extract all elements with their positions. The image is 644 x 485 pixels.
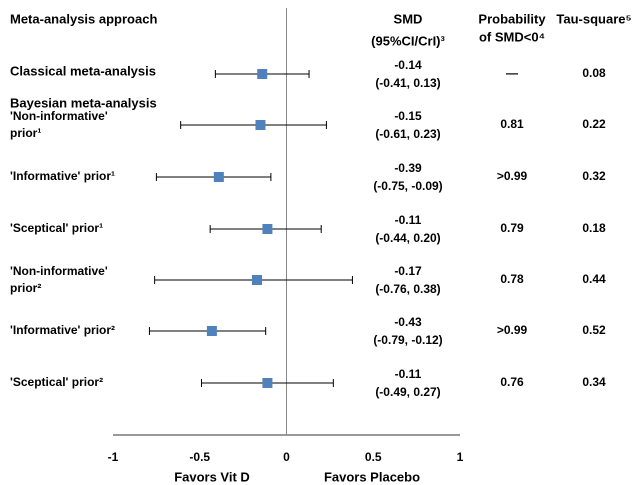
text: prior¹ — [10, 126, 41, 140]
estimate-marker — [262, 378, 273, 388]
text: of SMD<0⁴ — [479, 29, 545, 44]
probability: 0.81 — [500, 117, 524, 131]
ci-label: (-0.76, 0.38) — [375, 282, 440, 296]
text: Meta-analysis approach — [10, 11, 157, 26]
text: Tau-square⁵ — [556, 11, 631, 26]
smd-label: -0.11 — [395, 367, 422, 381]
probability: 0.78 — [500, 272, 524, 286]
estimate-marker — [257, 69, 268, 79]
estimate-marker — [206, 326, 217, 336]
tau: 0.32 — [582, 169, 606, 183]
tau: 0.08 — [582, 66, 606, 80]
x-tick-label: 1 — [457, 450, 464, 464]
text: (95%CI/CrI)³ — [371, 33, 445, 48]
x-tick-label: 0.5 — [365, 450, 382, 464]
text: 'Sceptical' prior² — [10, 375, 103, 389]
smd-label: -0.15 — [394, 109, 422, 123]
x-tick-label: -0.5 — [189, 450, 210, 464]
ci-label: (-0.49, 0.27) — [375, 385, 440, 399]
ci-label: (-0.79, -0.12) — [373, 333, 442, 347]
x-tick-label: -1 — [108, 450, 119, 464]
probability: 0.76 — [500, 375, 524, 389]
text: 'Informative' prior¹ — [10, 169, 115, 183]
text: 'Informative' prior² — [10, 323, 115, 337]
x-tick-label: 0 — [283, 450, 290, 464]
ci-label: (-0.61, 0.23) — [375, 127, 440, 141]
estimate-marker — [252, 275, 263, 285]
smd-label: -0.11 — [395, 213, 422, 227]
text: 'Sceptical' prior¹ — [10, 221, 103, 235]
text: prior² — [10, 281, 41, 295]
tau: 0.34 — [582, 375, 606, 389]
probability: >0.99 — [497, 169, 528, 183]
probability: 0.79 — [500, 221, 524, 235]
group-label: Bayesian meta-analysis — [10, 95, 157, 110]
text: 'Non-informative' — [10, 264, 108, 278]
smd-label: -0.17 — [394, 264, 422, 278]
text: Probability — [478, 11, 546, 26]
smd-label: -0.14 — [394, 58, 422, 72]
tau: 0.52 — [582, 323, 606, 337]
estimate-marker — [255, 120, 266, 130]
x-annotation: Favors Placebo — [324, 469, 420, 484]
smd-label: -0.43 — [394, 315, 422, 329]
ci-label: (-0.41, 0.13) — [375, 76, 440, 90]
tau: 0.22 — [582, 117, 606, 131]
text: 'Non-informative' — [10, 109, 108, 123]
probability: >0.99 — [497, 323, 528, 337]
tau: 0.18 — [582, 221, 606, 235]
smd-label: -0.39 — [394, 161, 422, 175]
x-annotation: Favors Vit D — [174, 469, 250, 484]
estimate-marker — [213, 172, 224, 182]
estimate-marker — [262, 224, 273, 234]
ci-label: (-0.75, -0.09) — [373, 179, 442, 193]
ci-label: (-0.44, 0.20) — [375, 231, 440, 245]
tau: 0.44 — [582, 272, 606, 286]
text: Classical meta-analysis — [10, 63, 156, 78]
text: SMD — [394, 11, 423, 26]
probability: — — [506, 66, 518, 80]
